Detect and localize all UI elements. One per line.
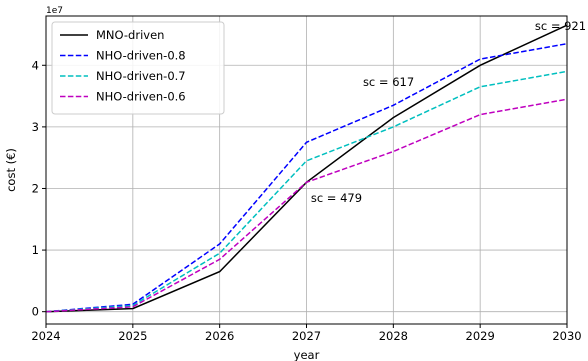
- y-tick-label: 2: [32, 181, 39, 195]
- x-tick-label: 2028: [379, 329, 408, 343]
- annotation-label: sc = 617: [363, 75, 414, 89]
- x-tick-label: 2025: [118, 329, 147, 343]
- annotations: sc = 479 sc = 617 sc = 921: [311, 19, 586, 205]
- annotation-label: sc = 921: [535, 19, 586, 33]
- x-tick-label: 2026: [205, 329, 234, 343]
- series-line-nho-driven-0-8: [45, 42, 568, 313]
- y-offset-text: 1e7: [46, 6, 63, 16]
- legend-entry-label: MNO-driven: [96, 28, 164, 42]
- series-line-nho-driven-0-7: [45, 70, 568, 313]
- legend-box: [51, 21, 225, 115]
- x-axis-ticks: 2024 2025 2026 2027 2028 2029 2030: [31, 324, 582, 343]
- y-axis-label: cost (€): [4, 148, 18, 192]
- y-tick-label: 1: [32, 243, 39, 257]
- legend-entry-label: NHO-driven-0.6: [96, 90, 186, 104]
- annotation-label: sc = 479: [311, 191, 362, 205]
- x-tick-label: 2027: [292, 329, 321, 343]
- legend-entry-label: NHO-driven-0.7: [96, 69, 186, 83]
- x-axis-label: year: [294, 348, 320, 361]
- y-tick-label: 0: [32, 305, 39, 319]
- series-line-nho-driven-0-6: [45, 98, 568, 313]
- legend-entry-label: NHO-driven-0.8: [96, 49, 186, 63]
- series-lines: [45, 24, 568, 313]
- x-tick-label: 2024: [31, 329, 60, 343]
- y-axis-ticks: 0 1 2 3 4: [32, 58, 46, 319]
- y-tick-label: 3: [32, 120, 39, 134]
- x-tick-label: 2029: [466, 329, 495, 343]
- y-tick-label: 4: [32, 58, 39, 72]
- x-tick-label: 2030: [552, 329, 581, 343]
- legend: MNO-driven NHO-driven-0.8 NHO-driven-0.7 NH…: [51, 21, 225, 115]
